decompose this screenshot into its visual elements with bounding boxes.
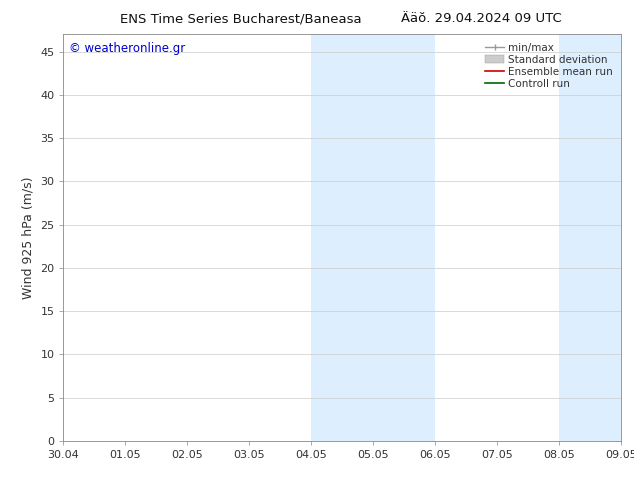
Text: © weatheronline.gr: © weatheronline.gr [69, 43, 185, 55]
Legend: min/max, Standard deviation, Ensemble mean run, Controll run: min/max, Standard deviation, Ensemble me… [482, 40, 616, 92]
Bar [559, 34, 590, 441]
Bar [590, 34, 621, 441]
Y-axis label: Wind 925 hPa (m/s): Wind 925 hPa (m/s) [22, 176, 35, 299]
Bar [373, 34, 436, 441]
Bar [311, 34, 373, 441]
Text: ENS Time Series Bucharest/Baneasa: ENS Time Series Bucharest/Baneasa [120, 12, 362, 25]
Text: Ääŏ. 29.04.2024 09 UTC: Ääŏ. 29.04.2024 09 UTC [401, 12, 562, 25]
